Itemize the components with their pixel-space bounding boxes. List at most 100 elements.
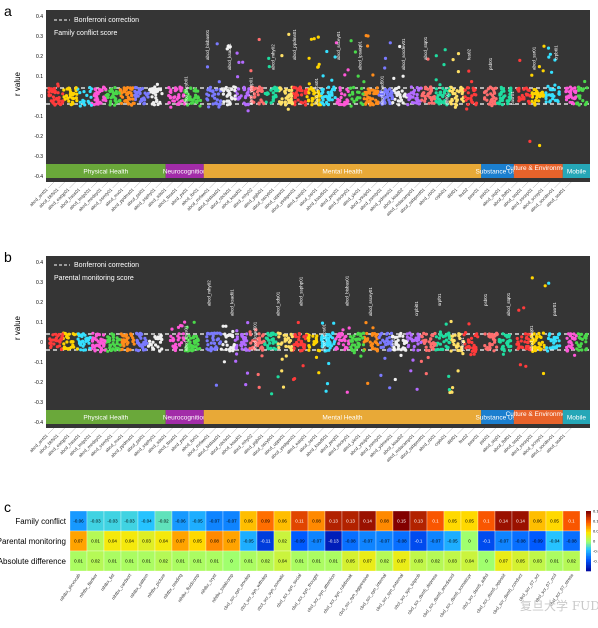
colorbar-segment [586,514,591,516]
scatter-point [271,95,275,99]
colorbar-segment [586,526,591,528]
scatter-point [325,49,329,54]
scatter-point [280,100,284,104]
label-leader-line [209,181,216,189]
variable-label: fes02 [458,433,470,445]
domain-band [562,164,590,178]
scatter-point [55,96,59,101]
scatter-point [557,85,561,90]
scatter-point [304,103,308,107]
scatter-point [236,97,240,101]
scatter-point [78,91,82,95]
scatter-point [211,336,215,340]
scatter-point [208,89,213,93]
scatter-point [58,340,62,344]
heatmap-value: 0.13 [346,519,355,524]
colorbar-segment [586,532,591,534]
scatter-point [109,87,113,92]
scatter-point [489,335,493,339]
scatter-point [374,98,378,102]
scatter-point [449,102,453,106]
scatter-point [280,54,284,58]
scatter-point [517,95,521,99]
scatter-point [249,95,253,99]
scatter-point [280,369,284,373]
scatter-point [270,338,274,342]
scatter-point [500,98,504,103]
scatter-point [183,98,187,102]
point-annotation: dibf01 [391,338,396,351]
scatter-point [272,346,276,350]
watermark: 复旦大学 FUDAN UNIVERSITY [520,598,598,613]
colorbar-segment [586,568,591,570]
scatter-point [207,93,211,97]
heatmap-value: -0.06 [175,519,186,524]
label-leader-line [565,181,572,189]
scatter-point [570,87,574,91]
label-leader-line [220,427,227,435]
scatter-point [546,336,551,341]
label-leader-line [80,181,87,189]
scatter-point [550,346,554,350]
scatter-point [388,335,392,339]
scatter-point [580,348,584,352]
scatter-point [296,98,300,102]
scatter-point [155,98,159,102]
scatter-point [108,103,112,107]
scatter-point [351,336,355,340]
scatter-point [449,349,453,353]
scatter-point [217,80,221,84]
scatter-point [248,330,252,334]
scatter-point [472,349,476,353]
scatter-point [333,55,337,59]
scatter-point [424,332,428,336]
scatter-point [552,88,557,92]
scatter-point [47,90,51,94]
scatter-point [472,92,476,96]
label-leader-line [565,427,572,435]
scatter-point [428,90,432,94]
scatter-point [394,91,398,95]
heatmap-value: 0.07 [499,559,508,564]
heatmap-column-label: cbcl_scr_dsm5_opposit [475,572,506,614]
label-leader-line [155,181,162,189]
scatter-point [517,342,521,346]
scatter-point [444,344,448,348]
point-annotation: pasr01 [552,302,557,316]
scatter-point [112,333,116,337]
heatmap-value: 0.06 [533,519,542,524]
scatter-point [385,89,389,93]
scatter-point [68,88,72,92]
scatter-point [112,95,116,99]
label-leader-line [532,181,540,189]
y-tick-label: 0.3 [36,280,43,286]
label-leader-line [69,181,76,189]
scatter-point [231,349,235,353]
scatter-point [151,346,155,350]
scatter-point [260,89,264,93]
scatter-point [94,338,99,342]
scatter-point [224,324,228,328]
label-leader-line [371,181,378,189]
heatmap-row-label: Family conflict [15,517,66,526]
scatter-point [269,331,274,335]
label-leader-line [295,427,302,435]
scatter-point [382,340,387,344]
scatter-point [109,343,113,347]
scatter-point [577,348,581,352]
scatter-point [330,98,334,102]
scatter-point [307,348,311,352]
scatter-point [211,90,215,94]
scatter-point [431,95,435,99]
scatter-point [495,345,499,349]
scatter-point [74,86,78,90]
scatter-point [415,93,419,97]
scatter-point [365,331,369,336]
scatter-point [519,339,523,343]
scatter-point [412,348,416,352]
scatter-point [279,342,283,346]
scatter-point [121,334,125,338]
scatter-point [557,90,561,94]
heatmap-value: -0.07 [311,539,322,544]
scatter-point [221,92,225,96]
